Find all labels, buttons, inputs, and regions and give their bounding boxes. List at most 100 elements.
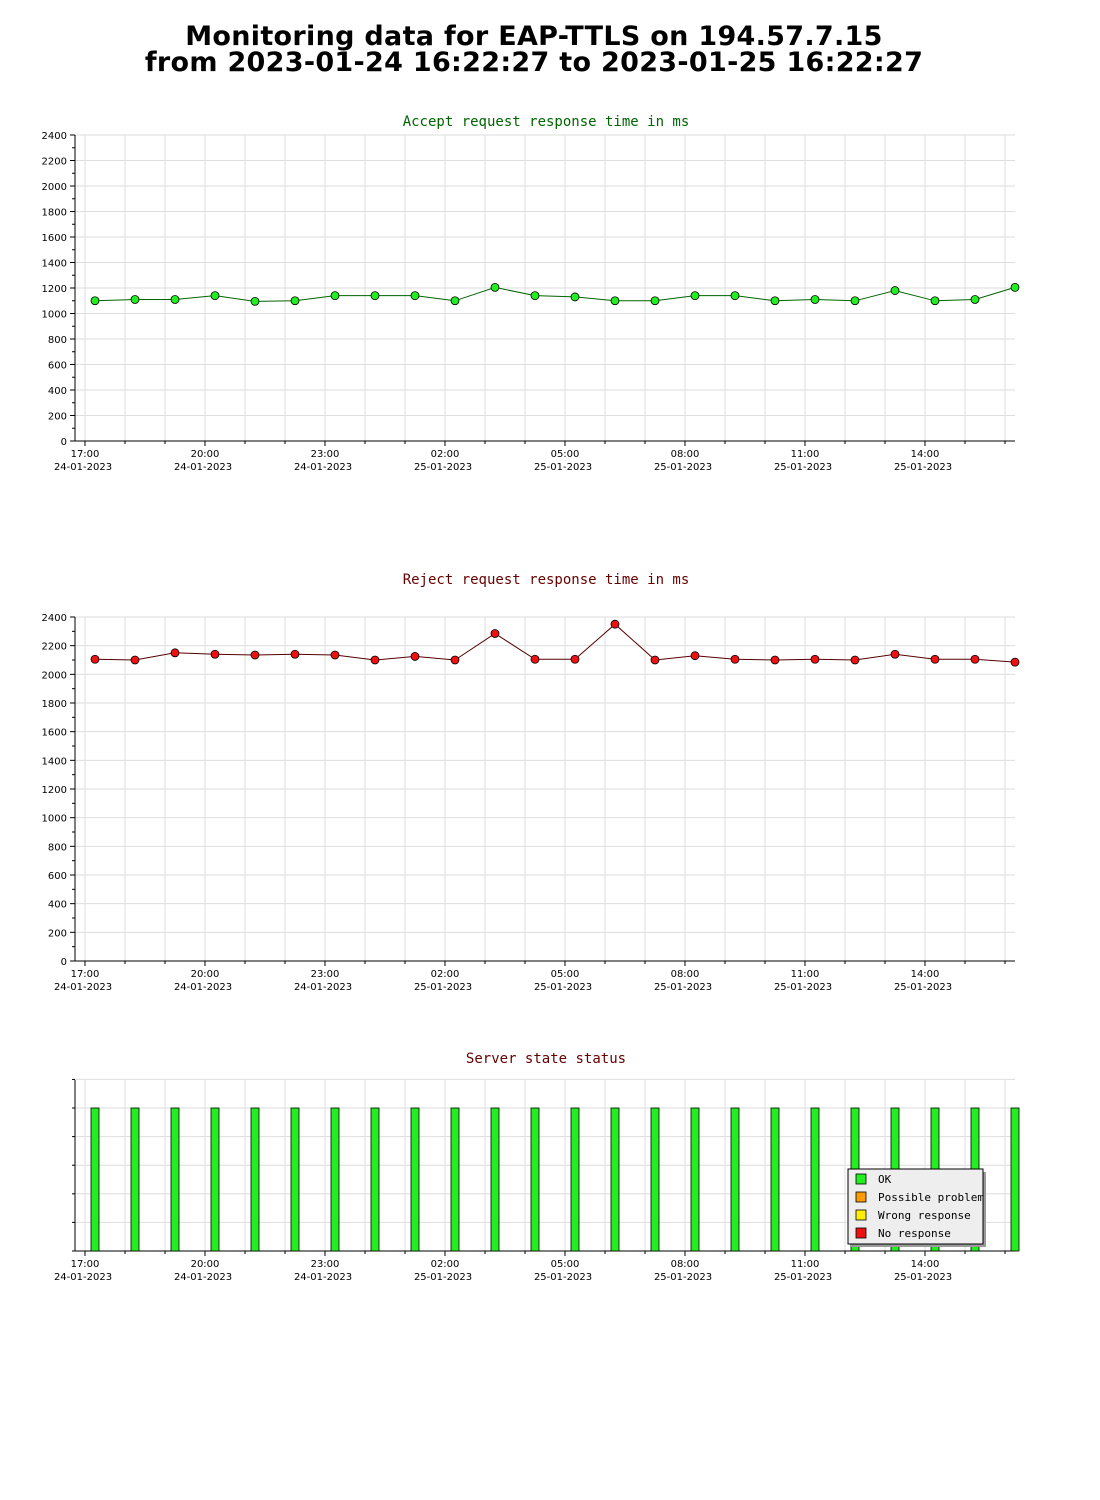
status-bar [770,1107,780,1252]
x-tick-time: 17:00 [71,1259,100,1270]
chart-2-title: Reject request response time in ms [403,572,690,588]
x-tick-time: 14:00 [911,969,940,980]
data-point [1010,657,1020,667]
x-tick-time: 08:00 [671,969,700,980]
data-point [1010,282,1020,292]
y-tick-label: 2200 [42,642,67,653]
x-tick-time: 11:00 [791,1259,820,1270]
data-point [370,655,380,665]
y-tick-label: 2400 [42,131,67,142]
status-bar [650,1107,660,1252]
data-point [450,655,460,665]
x-tick-date: 25-01-2023 [414,1272,472,1283]
x-tick-date: 25-01-2023 [414,982,472,993]
data-point [650,655,660,665]
data-point [210,649,220,659]
y-tick-label: 1000 [42,814,67,825]
x-tick-date: 25-01-2023 [654,1272,712,1283]
x-tick-date: 25-01-2023 [774,1272,832,1283]
data-point [170,295,180,304]
data-point [970,295,980,304]
data-point [290,649,300,659]
data-point [130,655,140,665]
status-bar [1010,1107,1020,1252]
data-point [570,654,580,664]
page-title-line-1: Monitoring data for EAP-TTLS on 194.57.7… [185,21,883,52]
data-point [370,291,380,301]
data-point [90,296,100,306]
y-tick-label: 1600 [42,233,67,244]
y-tick-label: 200 [48,412,67,423]
x-tick-time: 20:00 [191,449,220,460]
data-point [330,291,340,301]
data-point [210,291,220,301]
x-tick-date: 25-01-2023 [894,1272,952,1283]
data-point [730,291,740,301]
x-tick-date: 25-01-2023 [534,462,592,473]
data-point [250,296,260,306]
x-tick-date: 24-01-2023 [54,462,112,473]
status-bar [210,1107,220,1252]
status-bar [130,1107,140,1252]
legend-label: Possible problem [878,1191,984,1204]
x-tick-date: 24-01-2023 [294,1272,352,1283]
x-tick-date: 25-01-2023 [654,462,712,473]
y-tick-label: 400 [48,900,67,911]
x-tick-date: 25-01-2023 [894,982,952,993]
x-tick-time: 14:00 [911,1259,940,1270]
x-tick-time: 02:00 [431,969,460,980]
status-bar [410,1107,420,1252]
x-tick-date: 25-01-2023 [654,982,712,993]
data-point [850,296,860,306]
x-tick-time: 17:00 [71,449,100,460]
data-point [490,282,500,292]
data-point [90,654,100,664]
y-tick-label: 800 [48,335,67,346]
y-tick-label: 0 [61,437,67,448]
x-tick-date: 25-01-2023 [774,982,832,993]
chart-2 [70,616,1020,966]
x-tick-date: 25-01-2023 [414,462,472,473]
x-tick-time: 17:00 [71,969,100,980]
data-point [770,296,780,306]
series-line [94,623,1016,663]
data-point [650,296,660,306]
legend-swatch [855,1173,867,1185]
data-point [930,654,940,664]
status-bar [490,1107,500,1252]
y-tick-label: 2000 [42,182,67,193]
status-bar [570,1107,580,1252]
y-tick-label: 1400 [42,756,67,767]
page-title: Monitoring data for EAP-TTLS on 194.57.7… [0,21,1068,78]
legend-box [847,1168,984,1245]
y-tick-label: 1000 [42,310,67,321]
data-point [410,291,420,301]
chart-3 [72,1078,1020,1256]
x-tick-time: 20:00 [191,969,220,980]
data-point [970,654,980,664]
x-tick-date: 24-01-2023 [174,462,232,473]
page-title-line-2: from 2023-01-24 16:22:27 to 2023-01-25 1… [144,47,924,78]
legend-label: Wrong response [878,1209,971,1222]
x-tick-time: 02:00 [431,1259,460,1270]
y-tick-label: 2000 [42,670,67,681]
x-tick-date: 25-01-2023 [534,982,592,993]
data-point [810,295,820,304]
y-tick-label: 1600 [42,728,67,739]
y-tick-label: 1800 [42,208,67,219]
y-tick-label: 200 [48,928,67,939]
status-bar [690,1107,700,1252]
status-bar [170,1107,180,1252]
data-point [570,292,580,302]
legend-swatch [855,1191,867,1203]
y-tick-label: 2200 [42,157,67,168]
x-tick-date: 24-01-2023 [174,982,232,993]
data-point [730,654,740,664]
y-tick-label: 1200 [42,785,67,796]
y-tick-label: 600 [48,361,67,372]
legend-swatch [855,1209,867,1221]
y-tick-label: 2400 [42,613,67,624]
y-tick-label: 1800 [42,699,67,710]
legend-label: No response [878,1227,951,1240]
